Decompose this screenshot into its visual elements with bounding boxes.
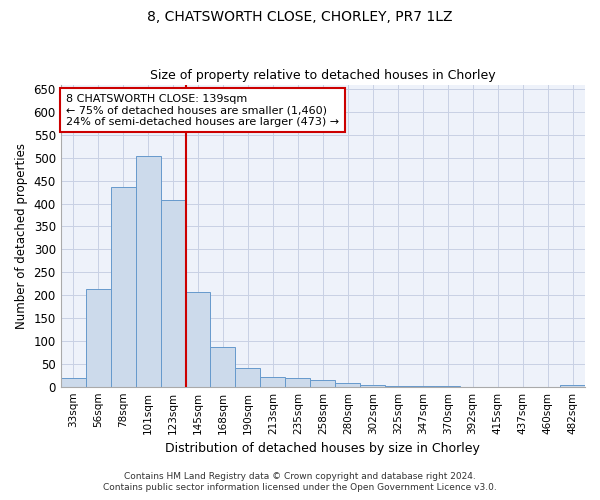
Bar <box>310 380 335 386</box>
Text: 8, CHATSWORTH CLOSE, CHORLEY, PR7 1LZ: 8, CHATSWORTH CLOSE, CHORLEY, PR7 1LZ <box>147 10 453 24</box>
Bar <box>136 156 161 386</box>
Bar <box>235 368 260 386</box>
Bar <box>260 376 286 386</box>
Bar <box>211 347 235 387</box>
Bar <box>86 289 110 386</box>
Y-axis label: Number of detached properties: Number of detached properties <box>15 142 28 328</box>
Bar <box>61 378 86 386</box>
X-axis label: Distribution of detached houses by size in Chorley: Distribution of detached houses by size … <box>166 442 480 455</box>
Title: Size of property relative to detached houses in Chorley: Size of property relative to detached ho… <box>150 69 496 82</box>
Bar <box>185 292 211 386</box>
Bar <box>161 200 185 386</box>
Bar <box>110 186 136 386</box>
Bar <box>335 383 360 386</box>
Text: Contains HM Land Registry data © Crown copyright and database right 2024.
Contai: Contains HM Land Registry data © Crown c… <box>103 472 497 492</box>
Bar <box>286 378 310 386</box>
Text: 8 CHATSWORTH CLOSE: 139sqm
← 75% of detached houses are smaller (1,460)
24% of s: 8 CHATSWORTH CLOSE: 139sqm ← 75% of deta… <box>66 94 339 127</box>
Bar <box>360 385 385 386</box>
